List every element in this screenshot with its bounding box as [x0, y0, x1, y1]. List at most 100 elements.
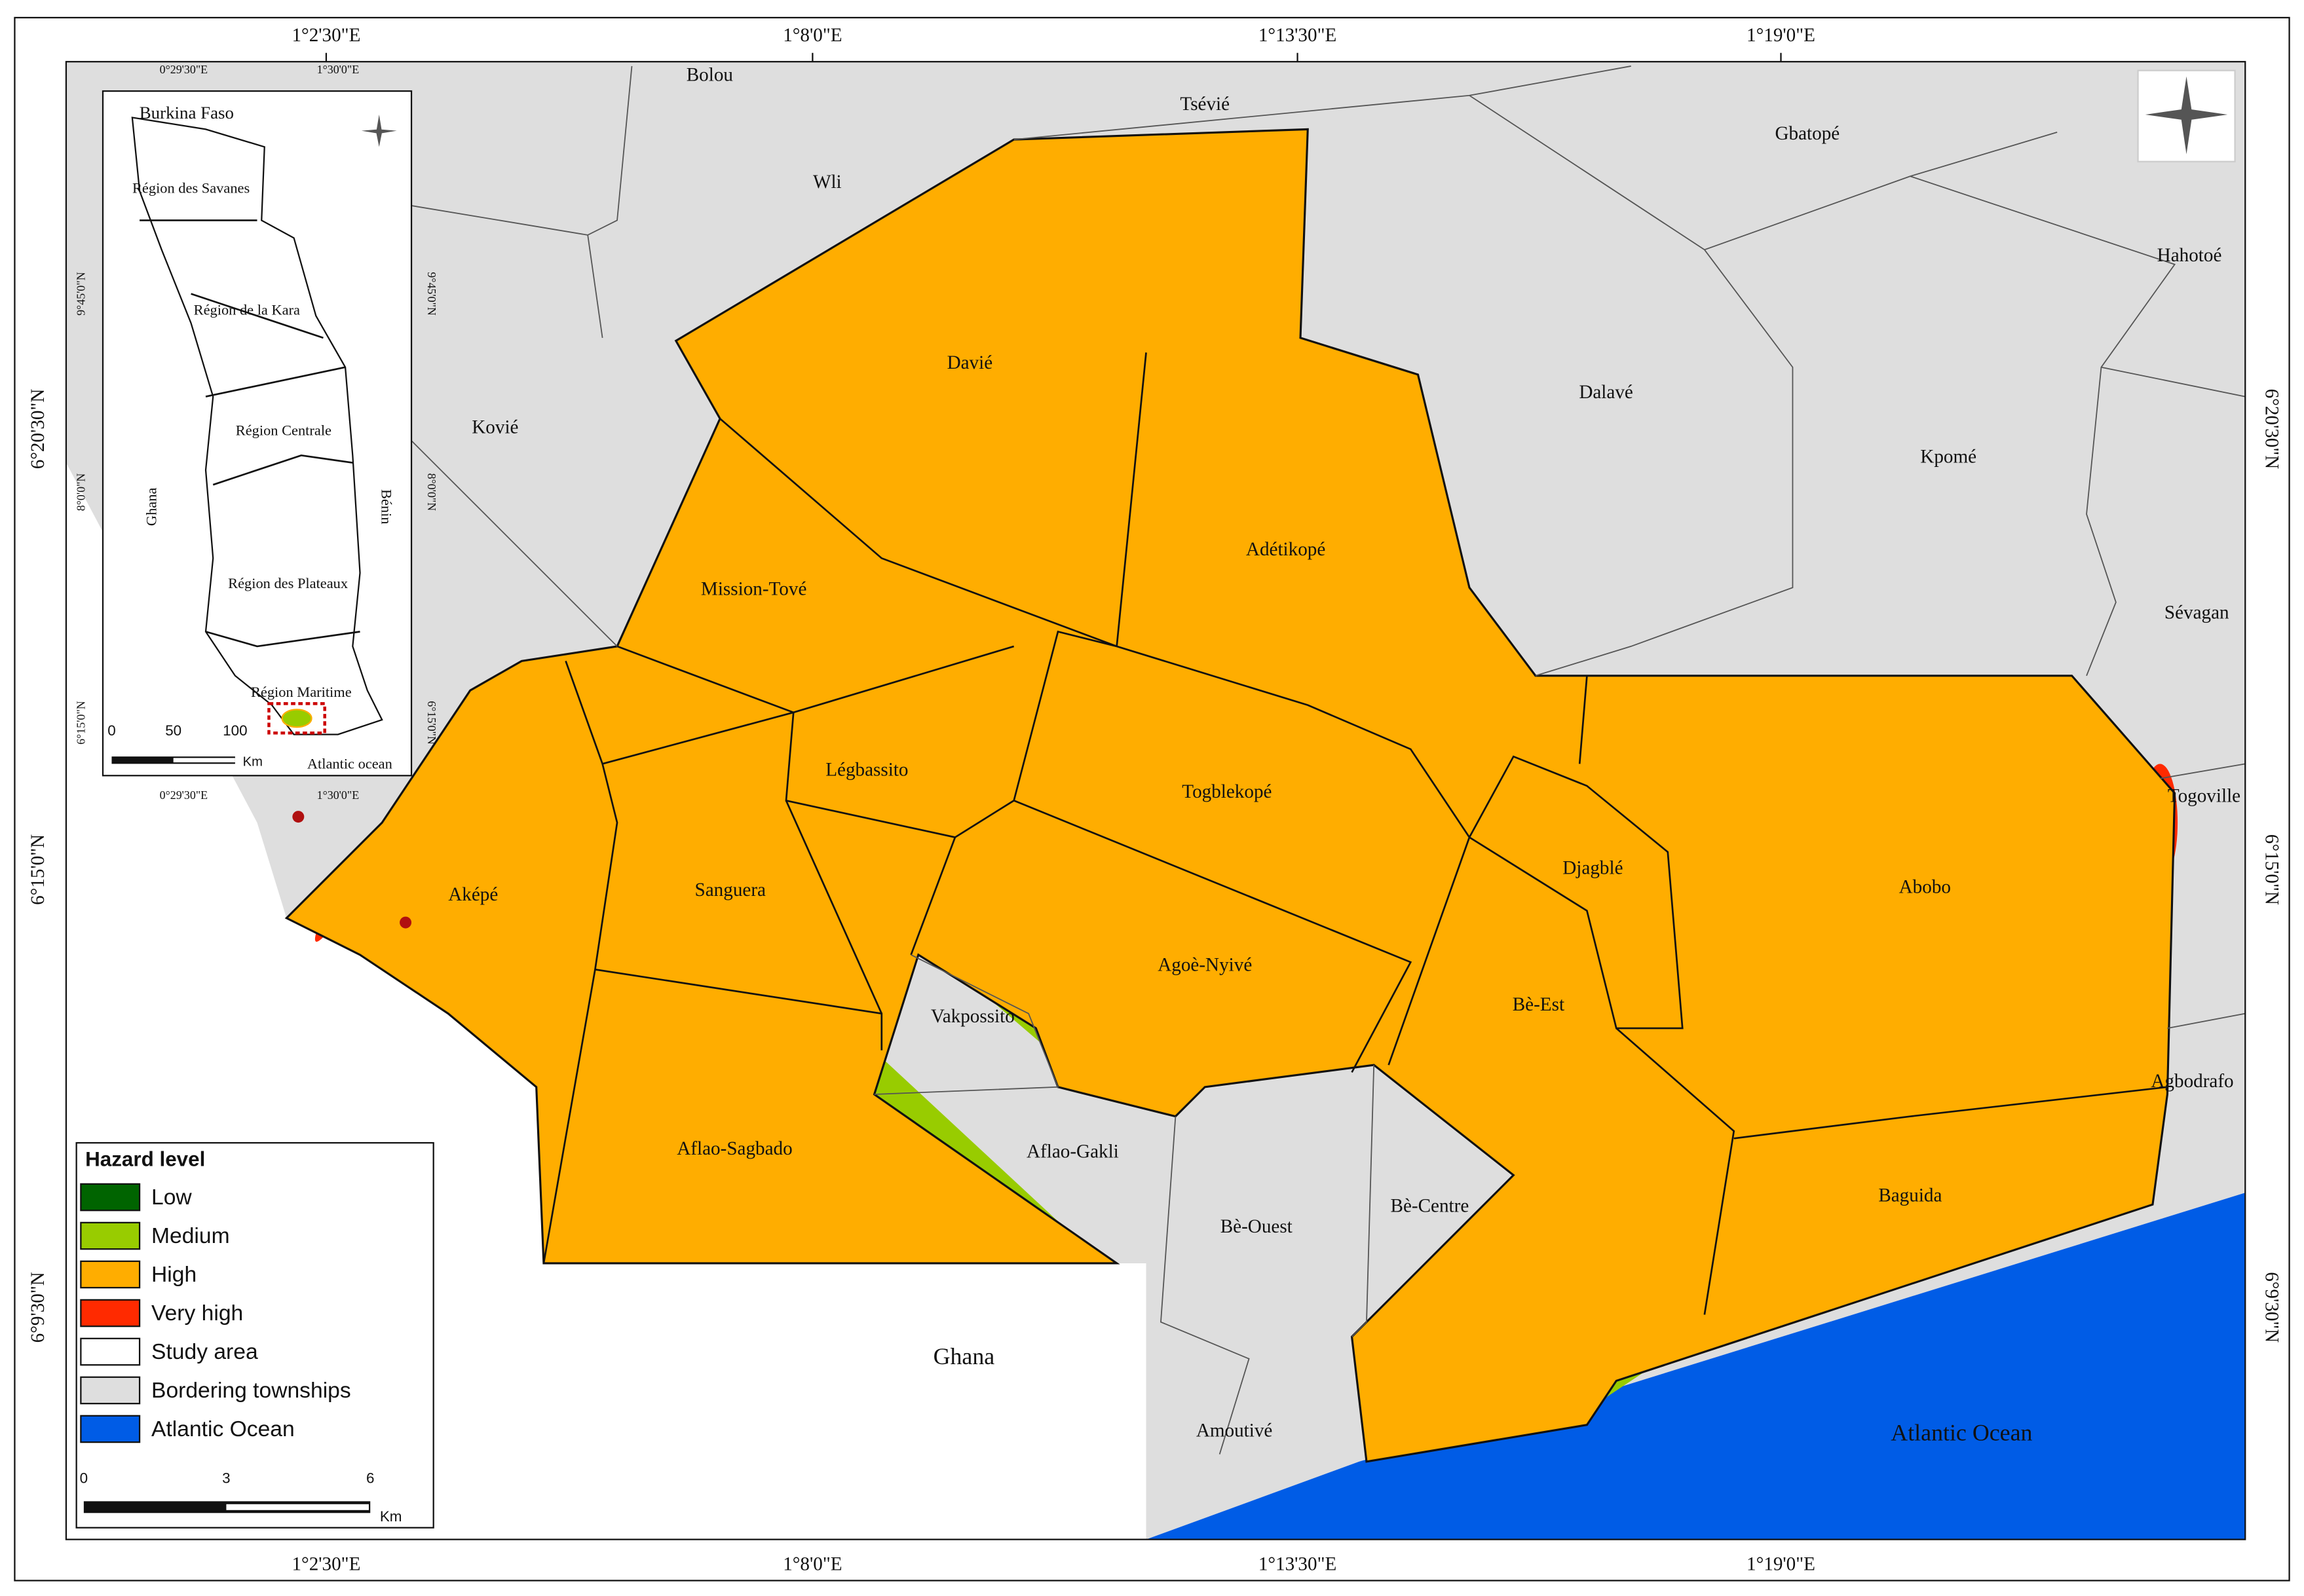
place-label: Légbassito: [825, 759, 908, 780]
inset-lat-label: 6°15'0"N: [425, 701, 438, 745]
inset-label: Bénin: [379, 489, 395, 525]
legend-label: High: [151, 1263, 197, 1287]
place-label: Vakpossito: [931, 1006, 1015, 1027]
place-label: Tsévié: [1180, 94, 1230, 115]
township-boundaries: [542, 352, 2168, 1315]
place-label: Bè-Centre: [1391, 1195, 1469, 1216]
lon-label: 1°13'30"E: [1258, 25, 1336, 46]
site-marker: [292, 811, 305, 823]
place-label: Agoè-Nyivé: [1158, 955, 1252, 976]
legend-swatch: [80, 1260, 141, 1289]
inset-label: Région des Plateaux: [228, 575, 348, 591]
inset-lon-label: 0°29'30"E: [160, 789, 208, 802]
inset-lon-label: 1°30'0"E: [317, 63, 360, 76]
place-label: Baguida: [1878, 1185, 1942, 1206]
lat-label: 6°9'30"N: [28, 1272, 48, 1343]
place-label: Amoutivé: [1196, 1420, 1273, 1441]
lon-label: 1°8'0"E: [783, 25, 842, 46]
map-frame: [65, 61, 2246, 1540]
place-label: Aflao-Sagbado: [677, 1138, 792, 1159]
place-label: Bolou: [687, 64, 734, 85]
scale-unit: Km: [380, 1508, 402, 1525]
study-locator: [267, 702, 326, 735]
legend-title: Hazard level: [85, 1147, 205, 1170]
place-label: Aképé: [448, 884, 498, 905]
place-label: Mission-Tové: [701, 578, 806, 599]
place-label: Dalavé: [1579, 382, 1633, 403]
legend-label: Atlantic Ocean: [151, 1417, 295, 1441]
place-label: Davié: [947, 352, 993, 373]
lat-label: 6°15'0"N: [2261, 834, 2282, 905]
place-label: Agbodrafo: [2151, 1071, 2233, 1092]
legend-label: Low: [151, 1185, 192, 1210]
neighbour-boundaries: [411, 65, 2246, 1455]
place-label: Gbatopé: [1775, 123, 1840, 144]
lon-label: 1°19'0"E: [1747, 1554, 1815, 1575]
place-label: Sévagan: [2164, 602, 2229, 623]
inset-lat-label: 8°0'0"N: [425, 473, 438, 511]
legend-label: Bordering townships: [151, 1379, 351, 1403]
lon-label: 1°19'0"E: [1747, 25, 1815, 46]
place-label: Adétikopé: [1246, 539, 1325, 560]
place-label: Togblekopé: [1182, 781, 1272, 802]
inset-lat-label: 9°45'0"N: [425, 272, 438, 316]
place-label: Bè-Ouest: [1220, 1216, 1293, 1237]
legend-label: Very high: [151, 1301, 243, 1326]
lat-label: 6°15'0"N: [28, 834, 48, 905]
inset-scale-label: 100: [223, 722, 247, 739]
inset-label: Région de la Kara: [194, 302, 300, 318]
inset-scale-label: 50: [165, 722, 181, 739]
inset-label: Région Centrale: [236, 422, 331, 439]
place-label: Bè-Est: [1513, 994, 1564, 1015]
scale-bar: [226, 1504, 369, 1510]
lon-label: 1°2'30"E: [292, 1554, 360, 1575]
lon-label: 1°13'30"E: [1258, 1554, 1336, 1575]
inset-lon-label: 1°30'0"E: [317, 789, 360, 802]
outer-frame: [14, 16, 2290, 1582]
place-label: Ghana: [934, 1343, 995, 1369]
region-boundaries: [140, 219, 360, 648]
lat-label: 6°9'30"N: [2261, 1272, 2282, 1343]
legend-swatch: [80, 1221, 141, 1250]
site-marker: [400, 916, 412, 929]
place-label: Sanguera: [695, 880, 766, 900]
inset-label: Région Maritime: [251, 684, 352, 700]
inset-scale-label: 0: [107, 722, 115, 739]
study-locator-fill: [281, 709, 312, 728]
inset-lon-label: 0°29'30"E: [160, 63, 208, 76]
legend-swatch: [80, 1415, 141, 1443]
inset-label: Burkina Faso: [140, 103, 234, 122]
inset-scale-bar: [173, 758, 235, 763]
place-label: Togoville: [2168, 786, 2240, 807]
north-arrow: [2137, 69, 2236, 162]
legend-label: Study area: [151, 1340, 258, 1364]
legend-label: Medium: [151, 1224, 230, 1248]
lat-label: 6°20'30"N: [28, 389, 48, 470]
north-arrow-icon: [2145, 76, 2228, 155]
scale-label: 6: [366, 1470, 374, 1487]
lat-label: 6°20'30"N: [2261, 389, 2282, 470]
legend-swatch: [80, 1337, 141, 1366]
inset-lat-label: 8°0'0"N: [75, 473, 88, 511]
legend-swatch: [80, 1376, 141, 1405]
place-label: Aflao-Gakli: [1027, 1141, 1119, 1162]
place-label: Kpomé: [1920, 446, 1976, 467]
lon-label: 1°8'0"E: [783, 1554, 842, 1575]
inset-lat-label: 6°15'0"N: [75, 701, 88, 745]
inset-label: Atlantic ocean: [307, 756, 392, 772]
legend-swatch: [80, 1183, 141, 1212]
inset-lat-label: 9°45'0"N: [75, 272, 88, 316]
place-label: Abobo: [1899, 877, 1951, 898]
place-label: Djagblé: [1562, 858, 1623, 879]
place-label: Kovié: [472, 417, 518, 438]
inset-scale-unit: Km: [243, 754, 263, 769]
inset-map: [102, 90, 413, 777]
inset-label: Ghana: [143, 488, 159, 527]
place-label: Atlantic Ocean: [1891, 1420, 2032, 1446]
legend-swatch: [80, 1299, 141, 1327]
inset-north-arrow: [361, 114, 397, 147]
scale-label: 3: [222, 1470, 230, 1487]
lon-label: 1°2'30"E: [292, 25, 360, 46]
place-label: Hahotoé: [2157, 245, 2222, 266]
